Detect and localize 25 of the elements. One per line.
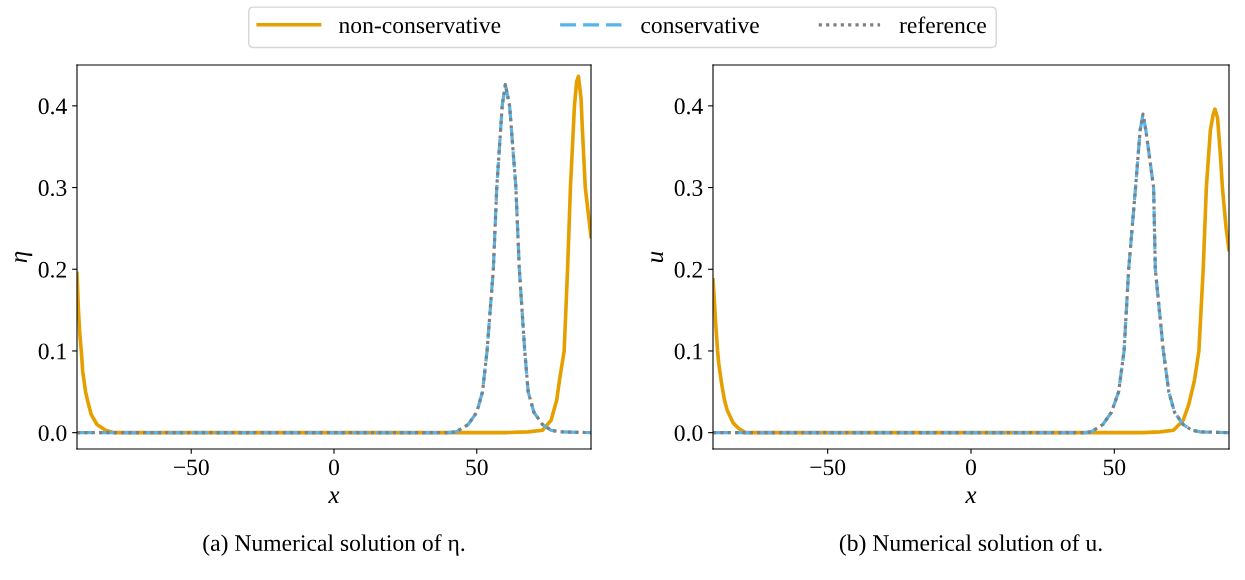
y-tick-label: 0.0: [38, 425, 67, 442]
y-tick-label: 0.1: [674, 343, 702, 360]
text: (a) Numerical solution of η.: [203, 534, 465, 556]
text: (b) Numerical solution of u.: [839, 534, 1102, 556]
x-tick-label: −50: [810, 459, 846, 476]
y-tick-label: 0.0: [674, 425, 703, 442]
y-axis-title: u: [651, 251, 664, 262]
x-axis-title: x: [328, 491, 340, 504]
x-axis-title: x: [965, 491, 977, 504]
y-tick-label: 0.1: [38, 343, 66, 360]
y-axis-title: η: [15, 251, 33, 263]
y-tick-label: 0.2: [38, 261, 66, 278]
legend-label: conservative: [641, 17, 759, 34]
x-tick-label: 0: [966, 459, 976, 476]
x-tick-label: 0: [329, 459, 339, 476]
y-tick-label: 0.2: [674, 261, 702, 278]
y-tick-label: 0.3: [674, 180, 703, 197]
legend-label: reference: [899, 16, 986, 34]
x-tick-label: 50: [1103, 459, 1126, 476]
x-tick-label: −50: [173, 459, 209, 476]
x-tick-label: 50: [466, 459, 488, 476]
legend-label: non-conservative: [339, 17, 501, 34]
y-tick-label: 0.3: [38, 180, 67, 197]
y-tick-label: 0.4: [674, 98, 703, 115]
y-tick-label: 0.4: [38, 98, 67, 115]
